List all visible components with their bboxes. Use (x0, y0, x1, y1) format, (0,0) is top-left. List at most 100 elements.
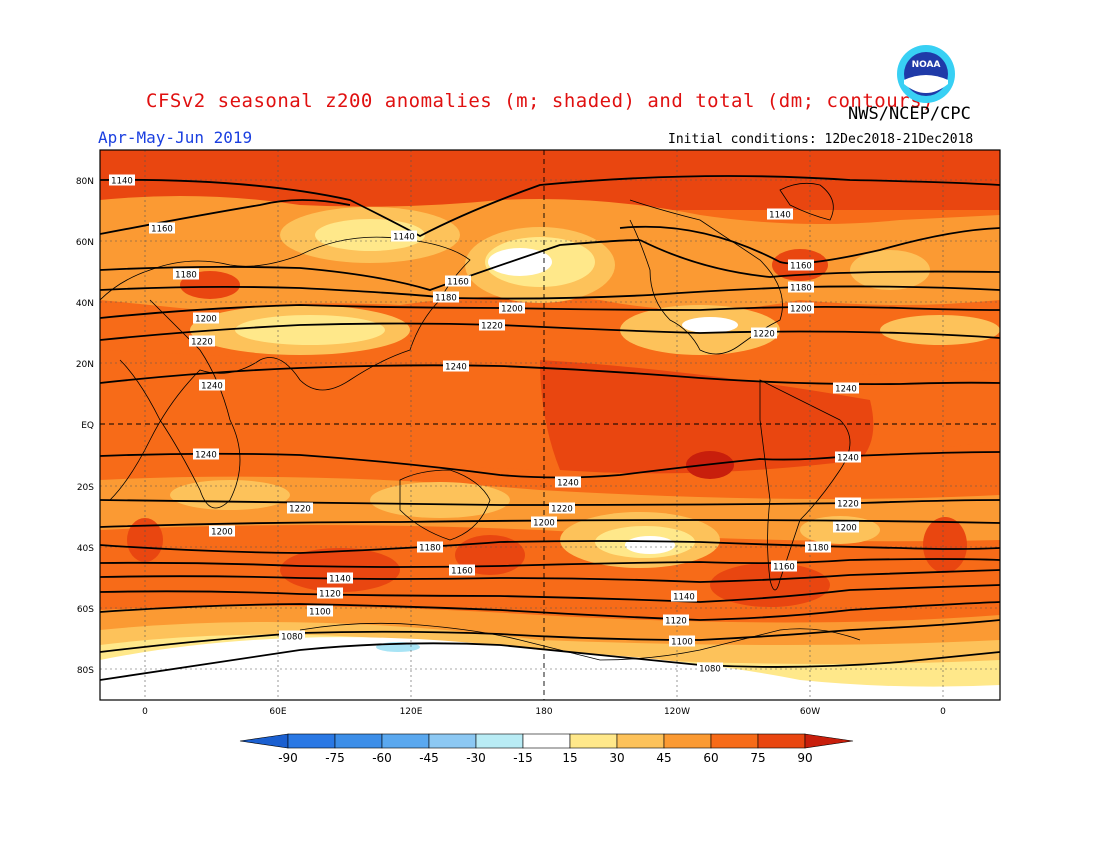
contour-label-box (479, 319, 505, 331)
noaa-logo-text: NOAA (912, 60, 941, 70)
lat-tick-labels: 80N 60N 40N 20N EQ 20S 40S 60S 80S (76, 177, 94, 676)
colorbar-segment (710, 733, 759, 749)
contour-label: 1140 (769, 211, 791, 221)
contour-label: 1160 (447, 278, 469, 288)
contour-label-box (767, 208, 793, 220)
contour-label: 1200 (790, 305, 812, 315)
colorbar-label: -30 (466, 751, 486, 765)
lat-tick: 80S (77, 666, 94, 676)
contour-label: 1240 (445, 363, 467, 373)
contour-label: 1220 (551, 505, 573, 515)
contour-label: 1240 (835, 385, 857, 395)
contour-label-box (307, 605, 333, 617)
contour-label: 1140 (673, 593, 695, 603)
contour-label-box (149, 222, 175, 234)
contour-label: 1220 (481, 322, 503, 332)
contour-label-box (531, 516, 557, 528)
lat-tick: 60N (76, 238, 94, 248)
contour-label: 1140 (329, 575, 351, 585)
contour-label-box (209, 525, 235, 537)
contour-label: 1220 (191, 338, 213, 348)
contour-label-box (279, 630, 305, 642)
equator-and-dateline (100, 150, 1000, 700)
contour-label: 1140 (393, 233, 415, 243)
contour-label-box (317, 587, 343, 599)
colorbar-segment (381, 733, 430, 749)
lon-tick: 120W (664, 707, 690, 717)
colorbar-label: -60 (372, 751, 392, 765)
contour-label-box (193, 448, 219, 460)
contour-label-box (751, 327, 777, 339)
contour-label: 1160 (773, 563, 795, 573)
colorbar-segment (757, 733, 806, 749)
contour-label-box (193, 312, 219, 324)
contour-label: 1200 (533, 519, 555, 529)
contour-label-box (327, 572, 353, 584)
contour-label: 1240 (195, 451, 217, 461)
contour-label-box (391, 230, 417, 242)
contour-label: 1240 (837, 454, 859, 464)
contour-label-box (445, 275, 471, 287)
contour-label-box (199, 379, 225, 391)
contour-label-box (417, 541, 443, 553)
contour-label: 1160 (451, 567, 473, 577)
colorbar-max-arrow (804, 733, 854, 749)
contour-label: 1180 (175, 271, 197, 281)
contour-label-box (443, 360, 469, 372)
colorbar-label: 75 (750, 751, 765, 765)
lat-tick: 60S (77, 605, 94, 615)
contour-label: 1240 (557, 479, 579, 489)
colorbar-label: -90 (278, 751, 298, 765)
contour-label-box (173, 268, 199, 280)
contour-label-box (671, 590, 697, 602)
contour-label-box (788, 281, 814, 293)
lat-tick: 40S (77, 544, 94, 554)
lon-tick-labels: 0 60E 120E 180 120W 60W 0 (142, 707, 946, 717)
contour-label-box (555, 476, 581, 488)
contour-label-box (109, 174, 135, 186)
contour-label: 1160 (151, 225, 173, 235)
contour-label: 1220 (753, 330, 775, 340)
contour-label: 1200 (835, 524, 857, 534)
colorbar-segment (616, 733, 665, 749)
contour-label: 1080 (699, 665, 721, 675)
contour-label: 1240 (201, 382, 223, 392)
colorbar-min-arrow (239, 733, 289, 749)
contour-label-box (835, 497, 861, 509)
contour-label-box (788, 259, 814, 271)
contour-label-box (835, 451, 861, 463)
contour-label-box (499, 302, 525, 314)
contour-label: 1120 (319, 590, 341, 600)
colorbar: -90 -75 -60 -45 -30 -15 15 30 45 60 75 90 (239, 733, 854, 765)
lon-tick: 180 (535, 707, 552, 717)
lat-tick: 40N (76, 299, 94, 309)
lat-tick: 20S (77, 483, 94, 493)
colorbar-label: 90 (797, 751, 812, 765)
contour-label: 1220 (289, 505, 311, 515)
contour-label-box (771, 560, 797, 572)
contour-label-box (449, 564, 475, 576)
lat-tick: EQ (81, 421, 94, 431)
colorbar-segment (334, 733, 383, 749)
lat-tick: 80N (76, 177, 94, 187)
map-title: CFSv2 seasonal z200 anomalies (m; shaded… (146, 90, 934, 112)
lon-tick: 60W (800, 707, 820, 717)
contour-label: 1100 (309, 608, 331, 618)
colorbar-segment (428, 733, 477, 749)
contour-label-box (669, 635, 695, 647)
colorbar-segment (287, 733, 336, 749)
anomaly-shading (100, 150, 1000, 700)
contour-label-box (697, 662, 723, 674)
initial-conditions: Initial conditions: 12Dec2018-21Dec2018 (668, 132, 974, 147)
lon-tick: 0 (940, 707, 946, 717)
contour-label-box (805, 541, 831, 553)
contour-label-box (189, 335, 215, 347)
agency-label: NWS/NCEP/CPC (848, 104, 971, 124)
lon-tick: 0 (142, 707, 148, 717)
lon-tick: 60E (269, 707, 286, 717)
lat-tick: 20N (76, 360, 94, 370)
contour-label: 1120 (665, 617, 687, 627)
colorbar-segment (522, 733, 571, 749)
colorbar-segment (663, 733, 712, 749)
